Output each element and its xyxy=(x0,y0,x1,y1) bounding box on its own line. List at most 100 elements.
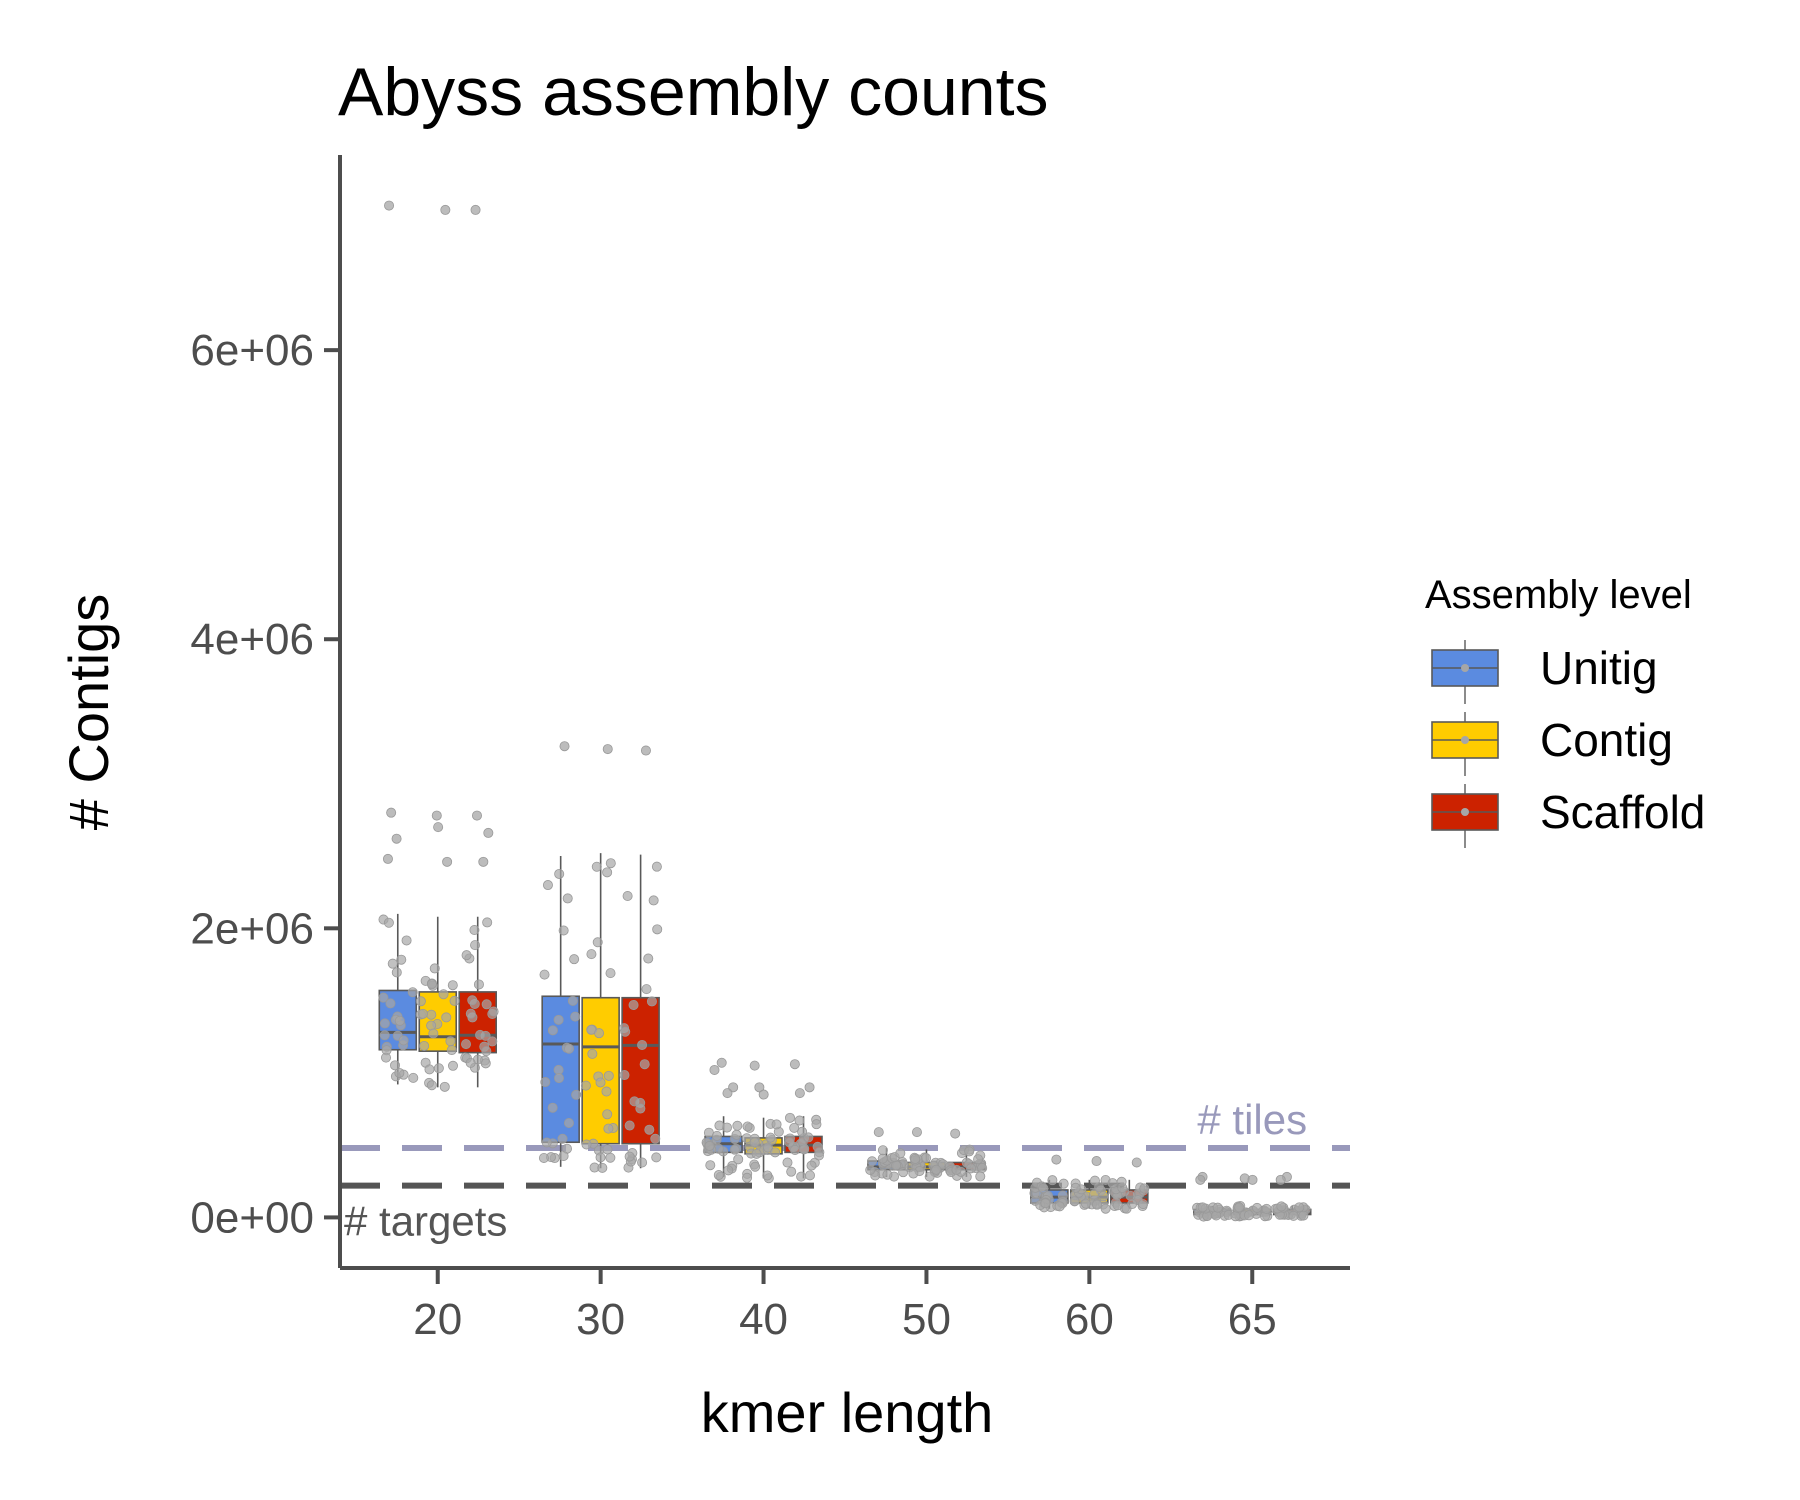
data-point xyxy=(605,858,616,869)
data-point xyxy=(553,1064,564,1075)
data-point xyxy=(1212,1202,1223,1213)
data-point xyxy=(394,1015,405,1026)
y-tick-label: 4e+06 xyxy=(190,615,314,664)
data-point xyxy=(977,1163,988,1174)
legend-key-point xyxy=(1461,664,1469,672)
data-point xyxy=(803,1132,814,1143)
data-point xyxy=(624,1151,635,1162)
data-point xyxy=(1069,1196,1080,1207)
legend-key-point xyxy=(1461,736,1469,744)
box-contig-k30 xyxy=(581,853,620,1169)
data-point xyxy=(799,1144,810,1155)
data-point xyxy=(1139,1183,1150,1194)
data-point xyxy=(475,1029,486,1040)
data-point xyxy=(1038,1183,1049,1194)
data-point xyxy=(417,1008,428,1019)
data-point xyxy=(732,1120,743,1131)
legend-label: Unitig xyxy=(1540,642,1658,694)
data-point xyxy=(646,996,657,1007)
data-point xyxy=(620,1026,631,1037)
data-point xyxy=(407,987,418,998)
data-point xyxy=(762,1170,773,1181)
data-point xyxy=(538,1152,549,1163)
outlier-point xyxy=(431,810,442,821)
outlier-point xyxy=(471,810,482,821)
outlier-point xyxy=(709,1064,720,1075)
x-tick-label: 60 xyxy=(1065,1295,1114,1344)
legend-items: Unitig Contig Scaffold xyxy=(1431,640,1705,848)
data-point xyxy=(539,969,550,980)
data-point xyxy=(786,1166,797,1177)
data-point xyxy=(729,1144,740,1155)
data-point xyxy=(637,1039,648,1050)
data-point xyxy=(650,1133,661,1144)
data-point xyxy=(429,963,440,974)
data-point xyxy=(385,998,396,1009)
data-point xyxy=(1112,1200,1123,1211)
data-point xyxy=(602,1109,613,1120)
data-point xyxy=(396,954,407,965)
legend-label: Contig xyxy=(1540,714,1673,766)
reference-line-label-targets: # targets xyxy=(344,1197,507,1244)
data-point xyxy=(619,1070,630,1081)
data-point xyxy=(426,1080,437,1091)
data-point xyxy=(877,1145,888,1156)
data-point xyxy=(1138,1199,1149,1210)
data-point xyxy=(473,979,484,990)
data-point xyxy=(379,1030,390,1041)
outlier-point xyxy=(559,741,570,752)
reference-lines: # tiles # targets xyxy=(340,1096,1350,1244)
data-point xyxy=(601,1086,612,1097)
x-tick-label: 40 xyxy=(739,1295,788,1344)
outlier-point xyxy=(478,856,489,867)
data-point xyxy=(628,999,639,1010)
data-point xyxy=(1058,1178,1069,1189)
data-point xyxy=(804,1170,815,1181)
box-unitig-k30 xyxy=(541,856,580,1167)
data-point xyxy=(931,1164,942,1175)
data-point xyxy=(580,1080,591,1091)
data-point xyxy=(1125,1190,1136,1201)
data-point xyxy=(571,1089,582,1100)
data-point xyxy=(424,1064,435,1075)
data-point xyxy=(547,1025,558,1036)
data-point xyxy=(1089,1175,1100,1186)
outlier-point xyxy=(749,1060,760,1071)
data-point xyxy=(1276,1201,1287,1212)
data-point xyxy=(447,980,458,991)
outlier-point xyxy=(1275,1174,1286,1185)
data-point xyxy=(1127,1199,1138,1210)
outlier-point xyxy=(602,744,613,755)
data-point xyxy=(461,1039,472,1050)
box-series-layer xyxy=(378,853,1312,1217)
data-point xyxy=(1100,1203,1111,1214)
data-point xyxy=(1070,1182,1081,1193)
data-point xyxy=(652,924,663,935)
outlier-point xyxy=(470,204,481,215)
data-point xyxy=(1047,1175,1058,1186)
data-point xyxy=(597,1162,608,1173)
legend: Assembly level Unitig Contig Scaffold xyxy=(1425,573,1705,848)
data-point xyxy=(643,953,654,964)
outlier-point xyxy=(911,1127,922,1138)
data-point xyxy=(733,1154,744,1165)
outlier-point xyxy=(440,204,451,215)
data-point xyxy=(806,1160,817,1171)
data-point xyxy=(591,861,602,872)
data-point xyxy=(1054,1201,1065,1212)
jitter-points-layer xyxy=(378,200,1311,1222)
data-point xyxy=(750,1161,761,1172)
data-point xyxy=(488,1006,499,1017)
outlier-point xyxy=(433,822,444,833)
data-point xyxy=(811,1119,822,1130)
outlier-point xyxy=(722,1088,733,1099)
outlier-point xyxy=(754,1082,765,1093)
data-point xyxy=(563,1118,574,1129)
outlier-point xyxy=(483,827,494,838)
data-point xyxy=(704,1140,715,1151)
data-point xyxy=(398,1035,409,1046)
data-point xyxy=(651,861,662,872)
data-point xyxy=(644,1124,655,1135)
data-point xyxy=(713,1170,724,1181)
reference-line-label-tiles: # tiles xyxy=(1197,1096,1307,1143)
